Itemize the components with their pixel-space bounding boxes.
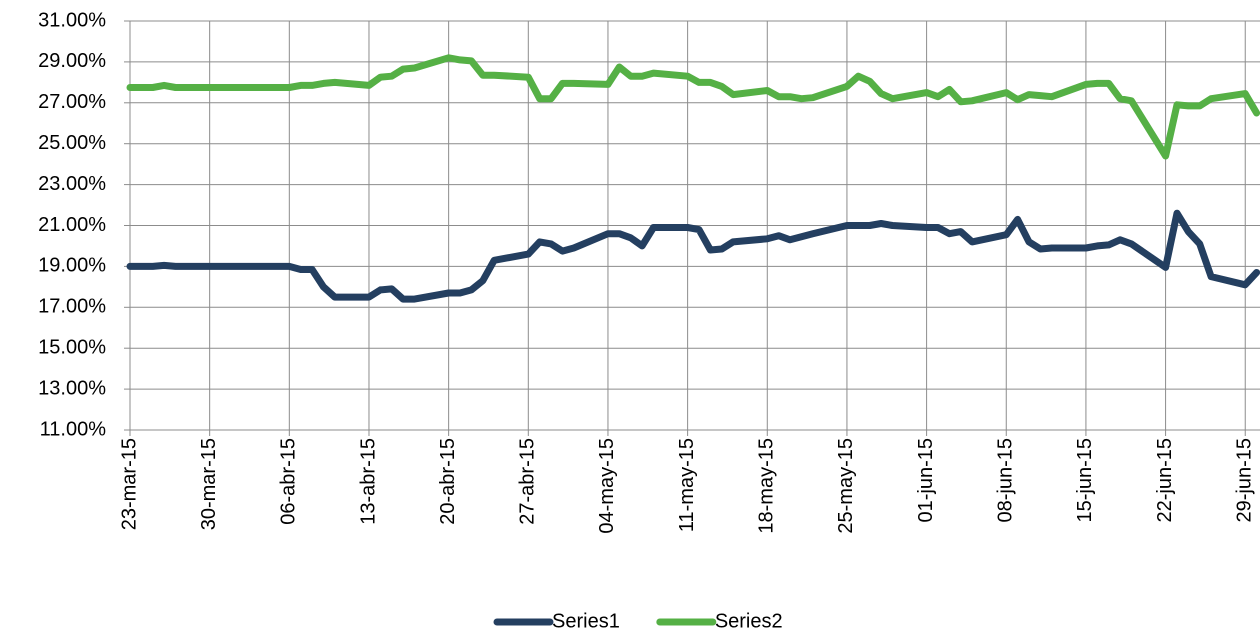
x-tick-label: 29-jun-15 <box>1234 438 1256 523</box>
plot-area <box>126 54 1260 303</box>
x-tick-label: 22-jun-15 <box>1154 438 1176 523</box>
x-tick-label: 25-may-15 <box>835 438 857 534</box>
y-tick-label: 27.00% <box>38 91 106 113</box>
x-tick-label: 20-abr-15 <box>437 438 459 525</box>
y-tick-label: 15.00% <box>38 336 106 358</box>
x-tick-label: 11-may-15 <box>676 438 698 532</box>
y-tick-label: 25.00% <box>38 132 106 154</box>
x-tick-label: 04-may-15 <box>596 438 618 534</box>
series-line <box>126 209 1260 303</box>
x-tick-label: 30-mar-15 <box>198 438 220 530</box>
x-tick-label: 01-jun-15 <box>915 438 937 523</box>
y-tick-label: 29.00% <box>38 50 106 72</box>
x-tick-label: 18-may-15 <box>756 438 778 534</box>
y-tick-label: 13.00% <box>38 377 106 399</box>
y-tick-label: 17.00% <box>38 296 106 318</box>
y-tick-label: 19.00% <box>38 255 106 277</box>
y-tick-label: 11.00% <box>40 418 107 440</box>
x-tick-label: 06-abr-15 <box>278 438 300 525</box>
y-tick-label: 21.00% <box>38 214 106 236</box>
x-tick-label: 27-abr-15 <box>517 438 539 525</box>
x-tick-label: 08-jun-15 <box>995 438 1017 523</box>
legend-label: Series1 <box>552 610 620 632</box>
series-line <box>126 54 1260 160</box>
x-tick-label: 13-abr-15 <box>357 438 379 525</box>
legend-label: Series2 <box>715 610 783 632</box>
x-tick-label: 23-mar-15 <box>118 438 140 530</box>
x-tick-label: 15-jun-15 <box>1074 438 1096 523</box>
y-tick-label: 23.00% <box>38 173 106 195</box>
y-tick-label: 31.00% <box>38 9 106 31</box>
